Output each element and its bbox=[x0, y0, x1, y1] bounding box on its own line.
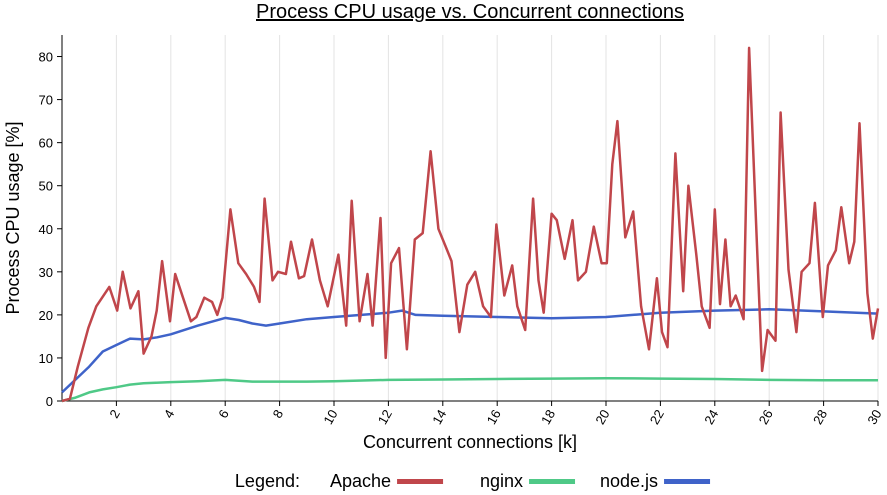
legend-label: nginx bbox=[480, 471, 523, 491]
x-tick-label: 14 bbox=[429, 407, 449, 427]
y-axis-title: Process CPU usage [%] bbox=[3, 121, 23, 314]
x-tick-label: 30 bbox=[864, 407, 884, 427]
y-tick-label: 80 bbox=[39, 50, 53, 65]
x-tick-label: 6 bbox=[215, 407, 232, 421]
x-axis-title: Concurrent connections [k] bbox=[363, 432, 577, 452]
x-tick-label: 22 bbox=[647, 407, 667, 427]
y-tick-label: 70 bbox=[39, 93, 53, 108]
y-tick-label: 20 bbox=[39, 308, 53, 323]
x-tick-label: 2 bbox=[106, 407, 123, 421]
x-tick-label: 12 bbox=[375, 407, 395, 427]
legend-swatch bbox=[529, 479, 576, 484]
y-tick-label: 0 bbox=[46, 394, 53, 409]
chart-title: Process CPU usage vs. Concurrent connect… bbox=[256, 1, 684, 23]
legend-label: Apache bbox=[330, 471, 391, 491]
y-tick-label: 60 bbox=[39, 136, 53, 151]
x-tick-label: 18 bbox=[538, 407, 558, 427]
y-tick-label: 50 bbox=[39, 179, 53, 194]
x-tick-label: 26 bbox=[756, 407, 776, 427]
legend-swatch bbox=[664, 479, 711, 484]
x-tick-label: 8 bbox=[270, 407, 287, 421]
x-tick-label: 24 bbox=[701, 407, 721, 427]
x-tick-label: 4 bbox=[161, 407, 178, 421]
x-tick-label: 20 bbox=[592, 407, 612, 427]
legend-swatch bbox=[397, 479, 444, 484]
series-line bbox=[61, 46, 880, 403]
x-tick-label: 16 bbox=[484, 407, 504, 427]
x-tick-label: 10 bbox=[320, 407, 340, 427]
y-tick-label: 10 bbox=[39, 351, 53, 366]
legend-label: node.js bbox=[600, 471, 658, 491]
y-tick-label: 40 bbox=[39, 222, 53, 237]
y-tick-label: 30 bbox=[39, 265, 53, 280]
series-line bbox=[61, 376, 878, 403]
series-line bbox=[61, 308, 879, 394]
legend-title: Legend: bbox=[235, 471, 300, 491]
x-tick-label: 28 bbox=[810, 407, 830, 427]
